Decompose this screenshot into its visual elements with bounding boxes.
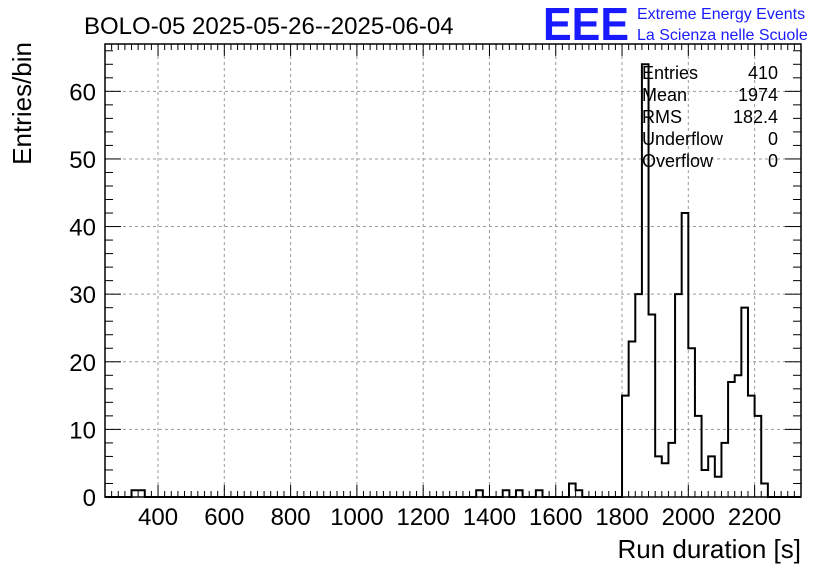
y-tick-labels: 0 10 20 30 40 50 60 [69, 79, 96, 512]
stat-label-mean: Mean [642, 85, 687, 105]
y-tick-label: 10 [69, 417, 96, 444]
y-tick-label: 50 [69, 147, 96, 174]
stat-value-mean: 1974 [738, 85, 778, 105]
stat-label-underflow: Underflow [642, 129, 724, 149]
x-tick-label: 2000 [662, 504, 715, 531]
stats-box: Entries 410 Mean 1974 RMS 182.4 Underflo… [642, 63, 778, 171]
y-tick-label: 40 [69, 215, 96, 242]
y-tick-label: 0 [83, 485, 96, 512]
y-axis-label: Entries/bin [7, 42, 37, 165]
grid [105, 44, 801, 497]
x-tick-label: 400 [138, 504, 178, 531]
x-tick-label: 2200 [728, 504, 781, 531]
histogram-bin [715, 477, 722, 497]
logo-mark: EEE [543, 0, 629, 50]
histogram-bin [662, 463, 669, 497]
chart-title: BOLO-05 2025-05-26--2025-06-04 [84, 13, 454, 40]
x-tick-label: 1600 [529, 504, 582, 531]
y-tick-label: 30 [69, 282, 96, 309]
x-tick-labels: 400 600 800 1000 1200 1400 1600 1800 2000 2200 [138, 504, 781, 531]
histogram-bin [702, 470, 709, 497]
stat-label-entries: Entries [642, 63, 698, 83]
axis-ticks [104, 44, 802, 498]
x-tick-label: 1200 [396, 504, 449, 531]
x-tick-label: 600 [204, 504, 244, 531]
histogram-bin [735, 375, 742, 497]
stat-label-overflow: Overflow [642, 151, 714, 171]
stat-value-rms: 182.4 [733, 107, 778, 127]
x-tick-label: 1400 [463, 504, 516, 531]
stat-value-overflow: 0 [768, 151, 778, 171]
logo-line-2: La Scienza nelle Scuole [637, 27, 808, 44]
x-tick-label: 1000 [330, 504, 383, 531]
stat-label-rms: RMS [642, 107, 682, 127]
x-axis-label: Run duration [s] [617, 534, 801, 564]
x-tick-label: 800 [271, 504, 311, 531]
plot-frame [104, 43, 802, 498]
stat-value-entries: 410 [748, 63, 778, 83]
y-tick-label: 60 [69, 79, 96, 106]
logo-line-1: Extreme Energy Events [637, 6, 805, 23]
stat-value-underflow: 0 [768, 129, 778, 149]
x-tick-label: 1800 [595, 504, 648, 531]
y-tick-label: 20 [69, 350, 96, 377]
